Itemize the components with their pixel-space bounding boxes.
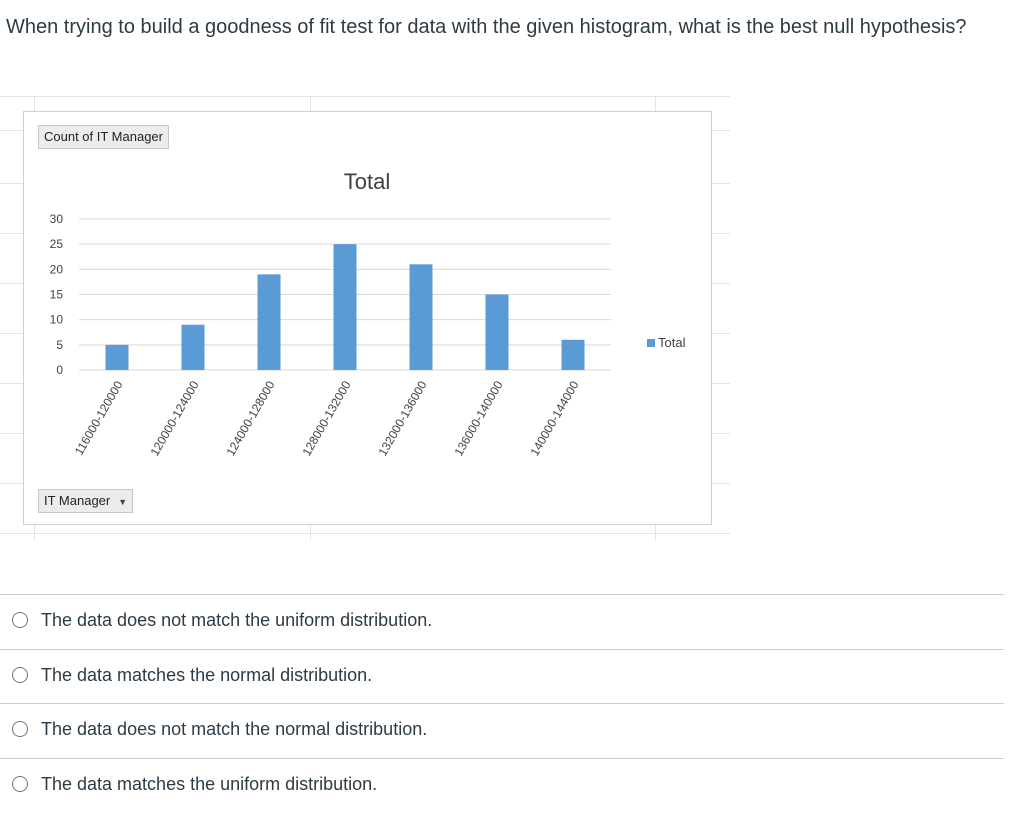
y-tick-label: 0 <box>56 363 63 377</box>
bar <box>561 339 585 370</box>
bar <box>485 294 509 370</box>
y-tick-label: 5 <box>56 338 63 352</box>
radio-button[interactable] <box>12 721 28 737</box>
bar <box>257 274 281 370</box>
radio-button[interactable] <box>12 776 28 792</box>
row-field-button[interactable]: IT Manager ▼ <box>38 489 134 513</box>
row-field-label: IT Manager <box>44 493 111 508</box>
y-tick-label: 30 <box>50 212 64 226</box>
x-tick-label: 116000-120000 <box>72 378 126 457</box>
x-tick-label: 140000-144000 <box>527 378 581 458</box>
radio-button[interactable] <box>12 667 28 683</box>
histogram-chart: 0 5 10 15 20 25 30 Total 116000-120000 120000-124… <box>50 169 686 458</box>
bar <box>181 324 205 370</box>
answer-divider <box>0 703 1004 704</box>
y-tick-label: 20 <box>50 262 64 276</box>
answer-label: The data does not match the uniform dist… <box>41 609 433 630</box>
question-text: When trying to build a goodness of fit t… <box>6 16 967 38</box>
y-tick-label: 25 <box>50 237 64 251</box>
dropdown-arrow-icon: ▼ <box>118 496 128 507</box>
bar <box>409 264 433 370</box>
x-tick-label: 132000-136000 <box>375 378 429 458</box>
answer-option-3[interactable]: The data does not match the normal distr… <box>12 713 427 745</box>
answer-label: The data matches the normal distribution… <box>41 664 373 685</box>
bar <box>333 244 357 370</box>
answer-label: The data matches the uniform distributio… <box>41 773 378 794</box>
bar <box>105 344 129 370</box>
legend-swatch <box>647 339 655 347</box>
y-tick-label: 10 <box>50 313 64 327</box>
x-tick-label: 136000-140000 <box>451 378 505 458</box>
chart-area: Count of IT Manager IT Manager ▼ <box>23 111 712 525</box>
x-tick-label: 128000-132000 <box>299 378 353 458</box>
x-tick-label: 120000-124000 <box>147 378 201 458</box>
answer-divider <box>0 594 1004 595</box>
answer-option-2[interactable]: The data matches the normal distribution… <box>12 659 372 691</box>
values-field-button[interactable]: Count of IT Manager <box>38 125 169 149</box>
y-tick-label: 15 <box>50 288 64 302</box>
answer-option-1[interactable]: The data does not match the uniform dist… <box>12 604 432 636</box>
answer-label: The data does not match the normal distr… <box>41 718 428 739</box>
radio-button[interactable] <box>12 612 28 628</box>
legend-label: Total <box>658 335 686 350</box>
answer-option-4[interactable]: The data matches the uniform distributio… <box>12 768 377 800</box>
answer-divider <box>0 649 1004 650</box>
chart-title: Total <box>344 169 390 194</box>
answer-divider <box>0 758 1004 759</box>
x-tick-label: 124000-128000 <box>223 378 277 458</box>
